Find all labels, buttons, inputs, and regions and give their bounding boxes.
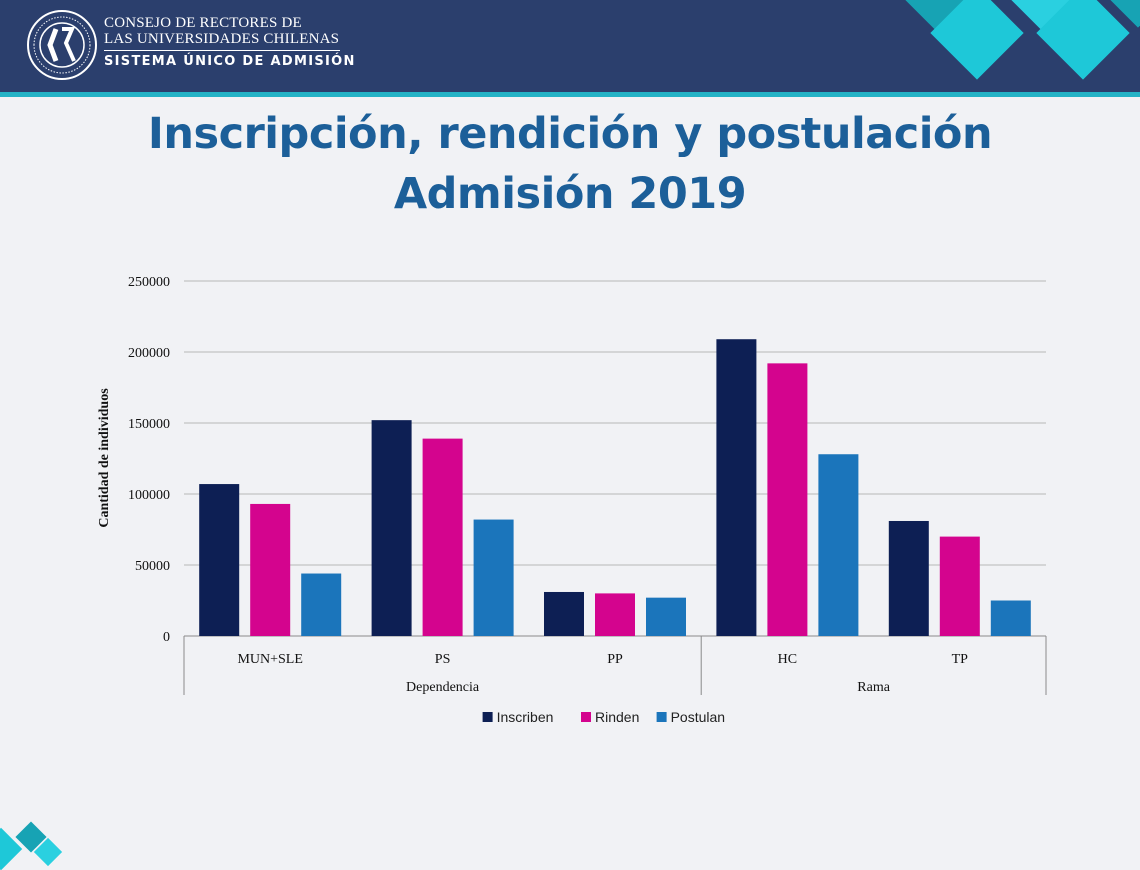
y-tick-label: 200000 [128,346,170,361]
x-tick-label: MUN+SLE [237,652,302,667]
bar-postulan-ps [473,519,514,636]
x-tick-label: PS [435,652,451,667]
bar-inscriben-ps [371,420,412,636]
bar-rinden-mun-sle [250,503,291,636]
bar-rinden-ps [422,438,463,636]
title-line-1: Inscripción, rendición y postulación [147,109,993,159]
org-subtitle: SISTEMA ÚNICO DE ADMISIÓN [104,54,356,69]
header-bar: CONSEJO DE RECTORES DE LAS UNIVERSIDADES… [0,0,1140,92]
legend-swatch [581,712,591,722]
group-label: Rama [857,680,890,695]
slide-title: Inscripción, rendición y postulación Adm… [0,104,1140,224]
y-tick-label: 150000 [128,417,170,432]
org-divider [104,50,340,51]
org-line-2: LAS UNIVERSIDADES CHILENAS [104,31,340,47]
x-tick-label: HC [778,652,797,667]
bar-postulan-tp [990,600,1031,636]
bar-postulan-hc [818,454,859,636]
legend-swatch [656,712,667,722]
bar-postulan-mun-sle [301,573,342,636]
bar-postulan-pp [646,597,686,636]
bar-chart: 0 50000 100000 150000 200000 250000 MUN+SLE PS P… [97,275,1047,725]
y-tick-label: 250000 [128,275,170,290]
title-line-2: Admisión 2019 [393,169,747,219]
legend-swatch [482,712,493,722]
bar-inscriben-mun-sle [199,484,240,636]
y-tick-label: 0 [163,630,170,645]
org-line-1: CONSEJO DE RECTORES DE [104,15,302,31]
bar-inscriben-tp [888,520,929,636]
legend-label: Postulan [671,709,725,725]
legend: Inscriben Rinden Postulan [482,709,725,725]
bar-inscriben-pp [544,591,584,636]
bar-rinden-tp [939,536,980,636]
organization-name: CONSEJO DE RECTORES DE LAS UNIVERSIDADES… [104,15,356,69]
y-axis-label: Cantidad de individuos [97,388,112,528]
bars [199,339,1031,636]
legend-label: Rinden [595,709,639,725]
bar-inscriben-hc [716,339,757,636]
cruch-logo [27,10,97,80]
header-stripe [0,92,1140,97]
bar-rinden-hc [767,363,808,636]
axis-ticks: 0 50000 100000 150000 200000 250000 MUN+SLE PS P… [128,275,1047,695]
group-label: Dependencia [406,680,480,695]
x-tick-label: TP [952,652,969,667]
y-tick-label: 50000 [135,559,170,574]
x-tick-label: PP [607,652,623,667]
y-tick-label: 100000 [128,488,170,503]
legend-label: Inscriben [497,709,554,725]
bar-rinden-pp [595,593,635,636]
